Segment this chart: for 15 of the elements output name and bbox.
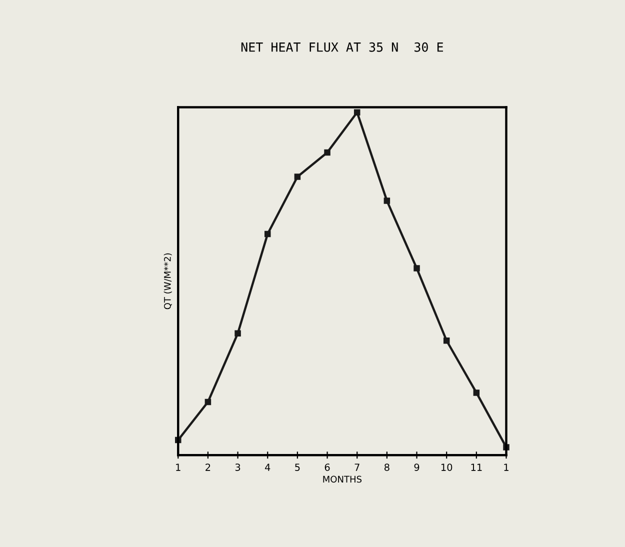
x-tick-label: 4: [264, 464, 270, 471]
chart-title: NET HEAT FLUX AT 35 N 30 E: [241, 42, 443, 52]
x-tick-label: 1: [504, 464, 508, 471]
x-tick-label: 2: [206, 464, 210, 471]
x-tick-label: 8: [384, 464, 390, 471]
x-tick-label: 6: [324, 464, 330, 471]
x-tick-label: 11: [471, 464, 482, 471]
y-axis-title: QT (W/M**2): [164, 253, 172, 310]
x-tick-label: 10: [441, 464, 452, 471]
x-tick-label: 9: [414, 464, 420, 471]
x-tick-label: 1: [176, 464, 180, 471]
x-tick-label: 5: [295, 464, 300, 471]
x-tick-label: 3: [235, 464, 240, 471]
x-tick-label: 7: [354, 464, 360, 471]
x-axis-title: MONTHS: [323, 476, 362, 483]
